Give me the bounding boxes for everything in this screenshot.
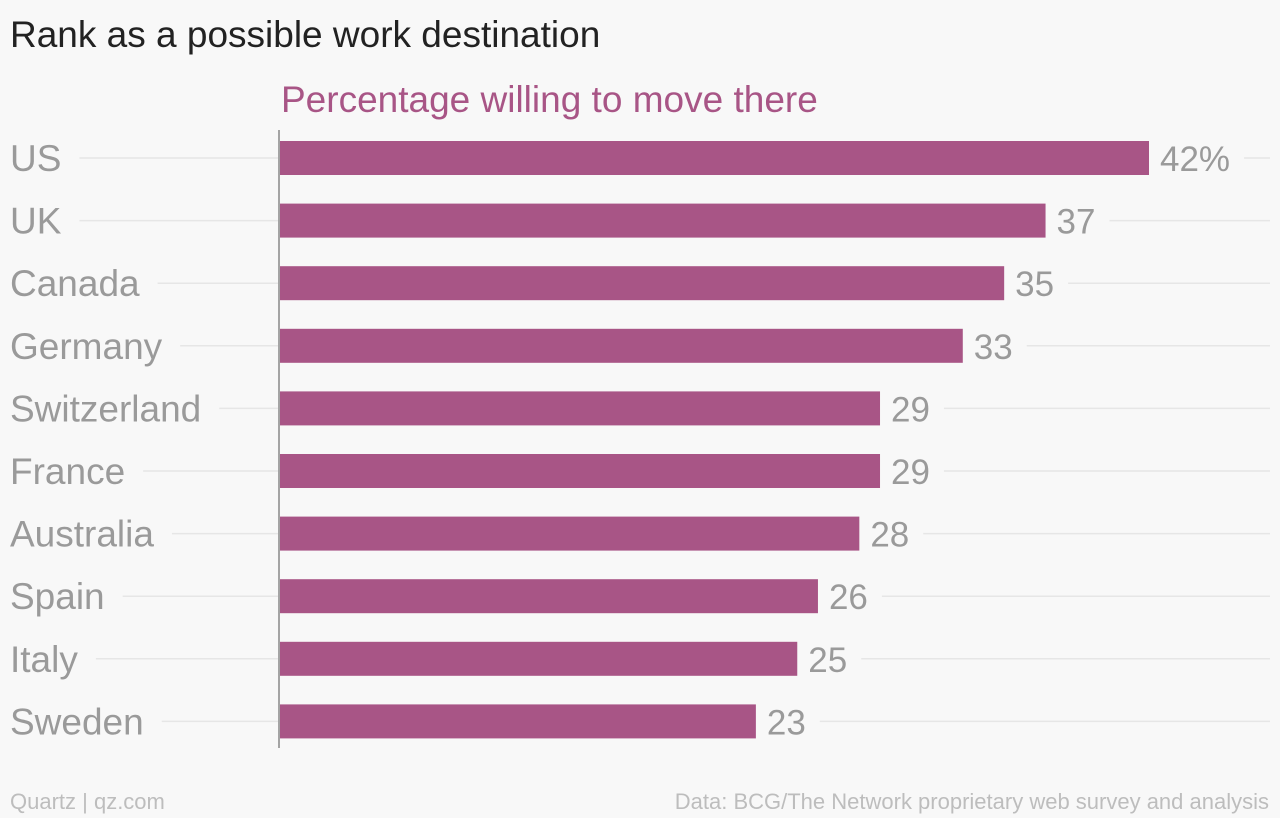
- bar-switzerland: [280, 391, 881, 426]
- value-label: 35: [1015, 265, 1054, 304]
- bar-canada: [280, 266, 1005, 301]
- bar-us: [280, 141, 1149, 175]
- category-label: UK: [10, 201, 62, 242]
- category-label: Germany: [10, 326, 163, 367]
- category-label: France: [10, 451, 125, 492]
- value-label: 42%: [1160, 140, 1230, 179]
- category-label: Australia: [10, 514, 154, 555]
- category-label: Sweden: [10, 701, 144, 742]
- category-label: Switzerland: [10, 388, 201, 429]
- value-label: 26: [829, 578, 868, 617]
- bar-france: [280, 454, 881, 488]
- bar-sweden: [280, 704, 756, 739]
- series-label: Percentage willing to move there: [281, 79, 818, 120]
- bar-uk: [280, 203, 1046, 238]
- bar-italy: [280, 641, 798, 676]
- chart-title: Rank as a possible work destination: [10, 14, 601, 55]
- bar-australia: [280, 516, 860, 551]
- footer-credit: Quartz | qz.com: [10, 789, 165, 814]
- value-label: 29: [891, 453, 930, 492]
- value-label: 33: [974, 328, 1013, 367]
- value-label: 37: [1057, 203, 1096, 242]
- value-label: 25: [808, 641, 847, 680]
- category-label: US: [10, 138, 61, 179]
- category-label: Italy: [10, 639, 78, 680]
- bar-spain: [280, 579, 818, 614]
- category-label: Canada: [10, 263, 140, 304]
- footer-source: Data: BCG/The Network proprietary web su…: [674, 789, 1269, 814]
- bar-germany: [280, 328, 963, 363]
- category-label: Spain: [10, 576, 105, 617]
- gridlines: US UK Canada Germany Switzerland France Austra…: [10, 138, 1270, 742]
- value-label: 28: [870, 516, 909, 555]
- value-label: 23: [767, 703, 806, 742]
- value-label: 29: [891, 390, 930, 429]
